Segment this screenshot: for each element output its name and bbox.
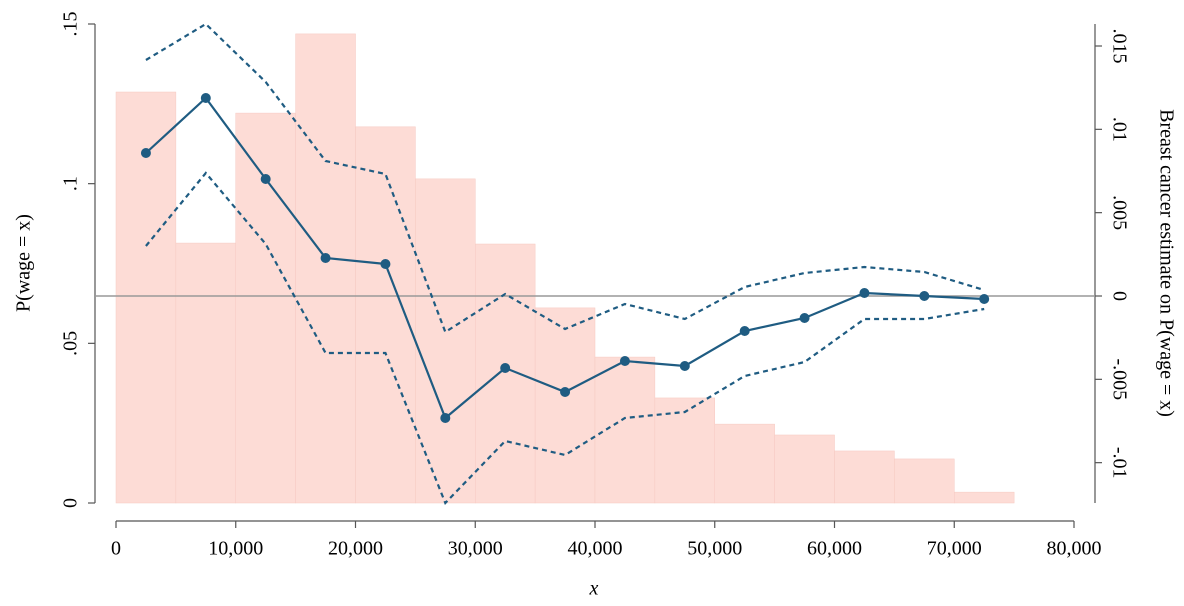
y2-axis-label: Breast cancer estimate on P(wage = x) (1155, 109, 1177, 417)
x-tick-label: 50,000 (687, 538, 742, 560)
histogram-bar (774, 434, 835, 504)
histogram-bar (894, 458, 955, 504)
y2-tick-label: -.005 (1108, 358, 1130, 400)
histogram-bar (475, 243, 536, 504)
x-tick-label: 0 (111, 538, 121, 560)
histogram-bar (175, 242, 236, 504)
estimate-point (440, 413, 451, 423)
estimate-point (260, 174, 271, 184)
estimate-point (320, 253, 331, 263)
histogram-bar (654, 397, 715, 504)
x-tick-label: 60,000 (807, 538, 862, 560)
y-tick-label: .15 (60, 12, 82, 37)
y2-tick-label: 0 (1108, 291, 1130, 301)
estimate-point (739, 326, 750, 336)
y-tick-label: 0 (60, 498, 82, 508)
histogram-bar (954, 491, 1015, 504)
x-tick-label: 70,000 (927, 538, 982, 560)
histogram-bar (235, 112, 296, 504)
estimate-point (799, 313, 810, 323)
y2-tick-label: -.01 (1108, 447, 1130, 479)
y2-tick-label: .015 (1108, 29, 1130, 64)
estimate-point (200, 93, 211, 103)
estimate-point (380, 259, 391, 269)
histogram-bar (834, 450, 895, 504)
ci-line (145, 22, 985, 334)
ci-line (145, 171, 985, 505)
estimate-point (979, 294, 990, 304)
estimate-point (500, 363, 511, 373)
estimate-point (679, 361, 690, 371)
estimate-point (140, 148, 151, 158)
histogram-bar (594, 356, 656, 504)
histogram-bar (115, 91, 177, 504)
y2-tick-label: .005 (1108, 195, 1130, 230)
x-axis-label: x (589, 578, 599, 600)
estimate-point (560, 387, 571, 397)
estimate-point (919, 291, 930, 301)
estimate-point (619, 356, 630, 366)
x-tick-label: 10,000 (208, 538, 263, 560)
histogram-bar (415, 178, 476, 504)
y-tick-label: .05 (60, 331, 82, 356)
y2-tick-label: .01 (1108, 117, 1130, 142)
x-tick-label: 80,000 (1047, 538, 1102, 560)
histogram-bar (714, 423, 775, 504)
x-tick-label: 30,000 (448, 538, 503, 560)
estimate-point (859, 288, 870, 298)
y-axis-label: P(wage = x) (13, 214, 35, 312)
histogram-bar (534, 307, 596, 504)
y-tick-label: .1 (60, 176, 82, 191)
x-tick-label: 20,000 (328, 538, 383, 560)
histogram-bar (295, 33, 356, 504)
x-tick-label: 40,000 (568, 538, 623, 560)
